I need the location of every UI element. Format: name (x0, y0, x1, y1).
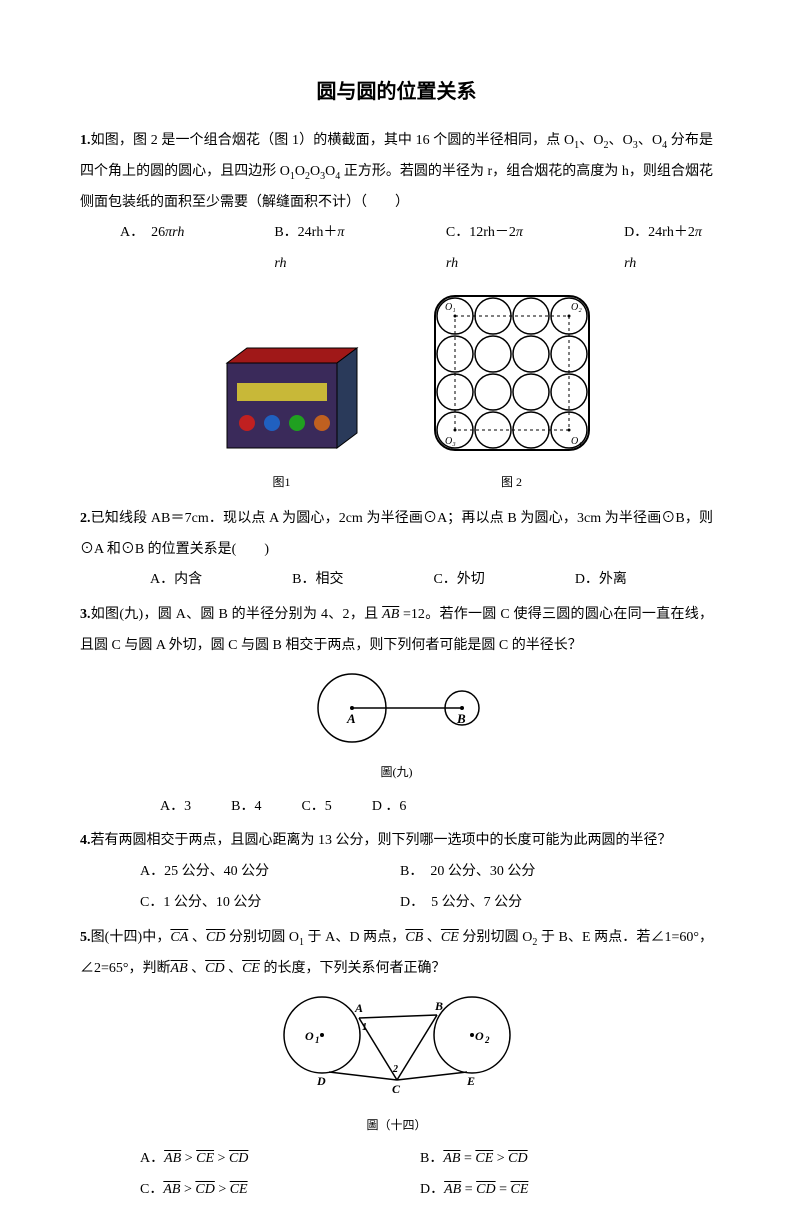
question-2: 2.已知线段 AB＝7cm．现以点 A 为圆心，2cm 为半径画⊙A；再以点 B… (80, 504, 713, 596)
question-1: 1.如图，图 2 是一个组合烟花（图 1）的横截面，其中 16 个圆的半径相同，… (80, 126, 713, 496)
svg-text:O: O (305, 1029, 314, 1043)
svg-text:C: C (392, 1082, 401, 1096)
q3-cap: 圖(九) (297, 759, 497, 785)
firework-box-icon (197, 308, 367, 458)
page-title: 圆与圆的位置关系 (80, 70, 713, 114)
q2-opt-a: A．内含 (150, 565, 202, 596)
q5-cap: 圖（十四） (267, 1112, 527, 1138)
q2-opt-b: B．相交 (292, 565, 343, 596)
q5-opt-a: A．AB > CE > CD (140, 1144, 340, 1175)
svg-text:O₄: O₄ (571, 436, 582, 447)
q5-num: 5. (80, 930, 91, 945)
q1-cap1: 图1 (197, 469, 367, 495)
svg-text:B: B (434, 999, 443, 1013)
q3-num: 3. (80, 607, 91, 622)
q5-figure: O1 O2 AB CDE 12 圖（十四） (80, 990, 713, 1138)
q1-opt-b: B．24rh＋π rh (274, 218, 356, 280)
q4-num: 4. (80, 833, 91, 848)
q1-fig1: 图1 (197, 308, 367, 496)
q1-text: 1.如图，图 2 是一个组合烟花（图 1）的横截面，其中 16 个圆的半径相同，… (80, 126, 713, 218)
question-3: 3.如图(九)，圆 A、圆 B 的半径分别为 4、2，且 AB =12。若作一圆… (80, 600, 713, 822)
q2-text: 2.已知线段 AB＝7cm．现以点 A 为圆心，2cm 为半径画⊙A；再以点 B… (80, 504, 713, 566)
q1-opt-d: D．24rh＋2π rh (624, 218, 713, 280)
svg-text:A: A (346, 711, 356, 726)
svg-text:O₁: O₁ (445, 302, 456, 313)
q3-opt-a: A．3 (160, 792, 191, 823)
q2-opt-c: C．外切 (433, 565, 484, 596)
svg-text:O₂: O₂ (571, 302, 582, 313)
q3-opt-d: D ．6 (372, 792, 407, 823)
circles-grid-icon: O₁ O₂ O₃ O₄ (427, 288, 597, 458)
svg-text:2: 2 (392, 1064, 398, 1075)
question-4: 4.若有两圆相交于两点，且圆心距离为 13 公分，则下列哪一选项中的长度可能为此… (80, 826, 713, 918)
q4-opt-b: B． 20 公分、30 公分 (400, 857, 535, 888)
q4-opt-a: A．25 公分、40 公分 (140, 857, 320, 888)
two-circles-icon: A B (297, 668, 497, 748)
q5-opt-d: D．AB = CD = CE (420, 1175, 528, 1206)
svg-text:A: A (354, 1001, 363, 1015)
q5-options: A．AB > CE > CD B．AB = CE > CD C．AB > CD … (80, 1144, 713, 1206)
svg-text:D: D (316, 1074, 326, 1088)
q3-opt-c: C．5 (301, 792, 331, 823)
q1-opt-c: C．12rh－2π rh (446, 218, 534, 280)
q1-options: A． 26πrh B．24rh＋π rh C．12rh－2π rh D．24rh… (80, 218, 713, 280)
q1-figures: 图1 O₁ O₂ O₃ O₄ (80, 288, 713, 496)
q2-opt-d: D．外离 (575, 565, 627, 596)
q4-opt-d: D． 5 公分、7 公分 (400, 888, 522, 919)
q4-opt-c: C．1 公分、10 公分 (140, 888, 320, 919)
q5-opt-c: C．AB > CD > CE (140, 1175, 340, 1206)
q4-text: 4.若有两圆相交于两点，且圆心距离为 13 公分，则下列哪一选项中的长度可能为此… (80, 826, 713, 857)
svg-text:O: O (475, 1029, 484, 1043)
q3-text: 3.如图(九)，圆 A、圆 B 的半径分别为 4、2，且 AB =12。若作一圆… (80, 600, 713, 662)
q5-opt-b: B．AB = CE > CD (420, 1144, 528, 1175)
q4-options: A．25 公分、40 公分 B． 20 公分、30 公分 C．1 公分、10 公… (80, 857, 713, 919)
q1-opt-a: A． 26πrh (120, 218, 184, 280)
q5-text: 5.图(十四)中，CA 、CD 分别切圆 O1 于 A、D 两点，CB 、CE … (80, 923, 713, 985)
svg-text:E: E (466, 1074, 475, 1088)
q3-opt-b: B．4 (231, 792, 261, 823)
q1-num: 1. (80, 133, 91, 148)
q3-figure: A B 圖(九) (80, 668, 713, 786)
svg-text:O₃: O₃ (445, 436, 456, 447)
q1-fig2: O₁ O₂ O₃ O₄ 图 2 (427, 288, 597, 496)
q3-options: A．3 B．4 C．5 D ．6 (80, 792, 713, 823)
svg-text:2: 2 (484, 1035, 490, 1045)
svg-text:1: 1 (362, 1022, 367, 1033)
q1-cap2: 图 2 (427, 469, 597, 495)
q2-num: 2. (80, 511, 91, 526)
svg-text:1: 1 (315, 1035, 320, 1045)
tangent-circles-icon: O1 O2 AB CDE 12 (267, 990, 527, 1100)
question-5: 5.图(十四)中，CA 、CD 分别切圆 O1 于 A、D 两点，CB 、CE … (80, 923, 713, 1206)
svg-text:B: B (456, 711, 466, 726)
q2-options: A．内含 B．相交 C．外切 D．外离 (80, 565, 713, 596)
